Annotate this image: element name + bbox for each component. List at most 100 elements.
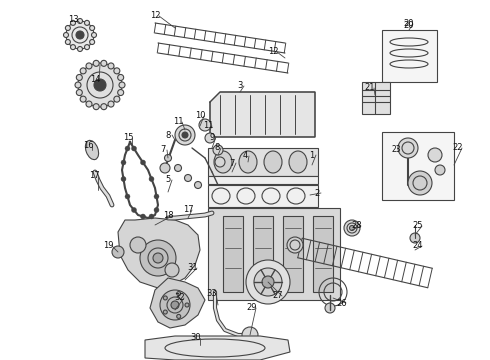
Circle shape xyxy=(76,31,84,39)
Circle shape xyxy=(153,253,163,263)
Bar xyxy=(382,132,454,200)
Circle shape xyxy=(86,63,92,69)
Bar xyxy=(253,216,273,292)
Text: 23: 23 xyxy=(391,145,401,154)
Circle shape xyxy=(154,207,159,212)
Circle shape xyxy=(93,60,99,66)
Circle shape xyxy=(410,233,420,243)
Circle shape xyxy=(90,26,95,31)
Circle shape xyxy=(80,96,86,102)
Circle shape xyxy=(344,220,360,236)
Text: 17: 17 xyxy=(89,171,99,180)
Text: 5: 5 xyxy=(166,175,171,184)
Circle shape xyxy=(215,157,225,167)
Text: 25: 25 xyxy=(413,221,423,230)
Polygon shape xyxy=(118,218,200,288)
Bar xyxy=(208,176,318,184)
Text: 3: 3 xyxy=(237,81,243,90)
Text: 15: 15 xyxy=(123,134,133,143)
Text: 13: 13 xyxy=(68,15,78,24)
Circle shape xyxy=(90,40,95,45)
Text: 30: 30 xyxy=(191,333,201,342)
Circle shape xyxy=(160,163,170,173)
Text: 7: 7 xyxy=(160,145,166,154)
Circle shape xyxy=(141,214,146,219)
Circle shape xyxy=(77,18,82,23)
Text: 18: 18 xyxy=(163,211,173,220)
Circle shape xyxy=(65,26,71,31)
Text: 8: 8 xyxy=(214,144,220,153)
Circle shape xyxy=(118,75,123,81)
Text: 4: 4 xyxy=(243,152,247,161)
Circle shape xyxy=(78,63,122,107)
Circle shape xyxy=(80,68,86,74)
Text: 10: 10 xyxy=(195,112,205,121)
Ellipse shape xyxy=(264,151,282,173)
Polygon shape xyxy=(210,92,315,137)
Bar xyxy=(313,216,333,292)
Circle shape xyxy=(205,133,215,143)
Circle shape xyxy=(165,154,172,162)
Circle shape xyxy=(246,260,290,304)
Circle shape xyxy=(349,225,354,230)
Circle shape xyxy=(254,268,282,296)
Circle shape xyxy=(131,146,137,151)
Circle shape xyxy=(121,176,126,181)
Circle shape xyxy=(165,263,179,277)
Circle shape xyxy=(185,175,192,181)
Text: 24: 24 xyxy=(413,242,423,251)
Circle shape xyxy=(140,240,176,276)
Circle shape xyxy=(101,104,107,110)
Text: 33: 33 xyxy=(207,289,218,298)
Circle shape xyxy=(287,237,303,253)
Circle shape xyxy=(325,303,335,313)
Circle shape xyxy=(121,160,126,165)
Circle shape xyxy=(66,21,94,49)
Text: 28: 28 xyxy=(352,221,362,230)
Circle shape xyxy=(108,101,114,107)
Text: 8: 8 xyxy=(165,130,171,139)
Circle shape xyxy=(71,21,75,25)
Circle shape xyxy=(163,296,167,300)
Circle shape xyxy=(114,96,120,102)
Circle shape xyxy=(114,68,120,74)
Text: 9: 9 xyxy=(209,132,215,141)
Ellipse shape xyxy=(289,151,307,173)
Circle shape xyxy=(76,90,82,95)
Circle shape xyxy=(435,165,445,175)
Circle shape xyxy=(149,214,154,219)
Circle shape xyxy=(71,45,75,50)
Text: 2: 2 xyxy=(315,189,319,198)
Text: 17: 17 xyxy=(183,206,194,215)
Circle shape xyxy=(195,181,201,189)
Text: 14: 14 xyxy=(90,76,100,85)
Circle shape xyxy=(171,301,179,309)
Circle shape xyxy=(125,146,130,151)
Circle shape xyxy=(118,90,123,95)
Text: 22: 22 xyxy=(453,144,463,153)
Circle shape xyxy=(64,32,69,37)
Circle shape xyxy=(262,276,274,288)
Text: 7: 7 xyxy=(229,158,235,167)
Circle shape xyxy=(174,165,181,171)
Bar xyxy=(208,148,318,176)
Circle shape xyxy=(75,82,81,88)
Circle shape xyxy=(125,194,130,199)
Bar xyxy=(208,208,340,300)
Circle shape xyxy=(177,314,181,318)
Bar xyxy=(382,30,437,82)
Circle shape xyxy=(84,45,90,50)
Circle shape xyxy=(130,237,146,253)
Bar xyxy=(362,82,390,114)
Bar xyxy=(223,216,243,292)
Circle shape xyxy=(182,132,188,138)
Circle shape xyxy=(76,75,82,81)
Polygon shape xyxy=(145,336,290,360)
Polygon shape xyxy=(150,278,205,328)
Text: 21: 21 xyxy=(365,84,375,93)
Circle shape xyxy=(154,194,159,199)
Text: 20: 20 xyxy=(404,21,414,30)
Text: 12: 12 xyxy=(150,12,160,21)
Text: 12: 12 xyxy=(268,48,278,57)
Circle shape xyxy=(141,160,146,165)
